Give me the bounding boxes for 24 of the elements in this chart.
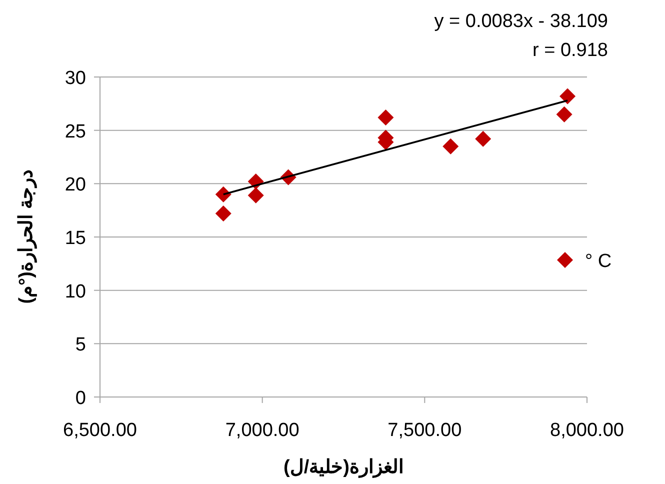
y-tick-label: 30 bbox=[64, 68, 86, 89]
x-axis-title: الغزارة(خلية/ل) bbox=[284, 457, 404, 478]
text: y = 0.0083x - 38.109 bbox=[434, 11, 608, 32]
x-tick-label: 7,000.00 bbox=[225, 420, 300, 441]
point bbox=[248, 187, 264, 204]
point bbox=[215, 186, 232, 202]
y-tick-label: 25 bbox=[64, 121, 86, 142]
point bbox=[442, 138, 459, 154]
point bbox=[215, 206, 232, 222]
y-tick-label: 20 bbox=[64, 174, 86, 196]
point bbox=[556, 106, 572, 122]
y-tick-label: 0 bbox=[75, 388, 86, 409]
y-axis-title: درجة الحرارة(°م) bbox=[16, 170, 37, 304]
x-tick-label: 7,500.00 bbox=[388, 420, 462, 441]
text: r = 0.918 bbox=[532, 40, 608, 61]
x-tick-label: 8,000.00 bbox=[550, 420, 624, 441]
point bbox=[475, 130, 492, 147]
y-tick-label: 5 bbox=[75, 334, 86, 356]
legend-label: ° C bbox=[585, 251, 612, 272]
point bbox=[378, 110, 394, 126]
y-tick-label: 10 bbox=[64, 281, 86, 302]
y-tick-label: 15 bbox=[64, 228, 86, 249]
x-tick-label: 6,500.00 bbox=[63, 420, 137, 441]
point bbox=[560, 88, 576, 104]
